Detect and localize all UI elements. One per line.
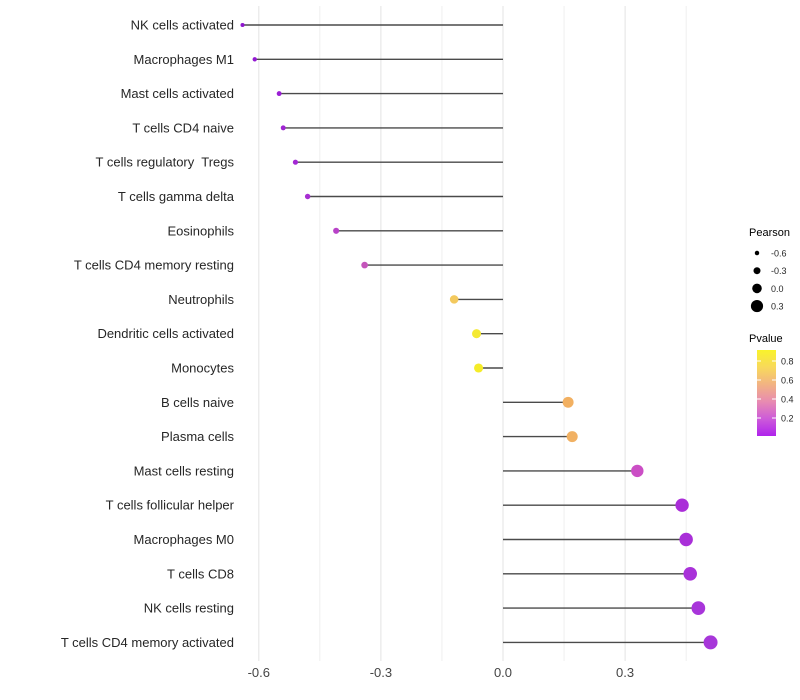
category-label: B cells naive (161, 395, 234, 410)
x-tick-label: 0.0 (494, 665, 512, 680)
lollipop-dot (691, 601, 706, 615)
lollipop-dot (449, 295, 459, 304)
lollipop-dot (292, 159, 299, 165)
category-label: Macrophages M0 (134, 532, 234, 547)
lollipop-dots (240, 22, 718, 650)
lollipop-dot (304, 193, 311, 200)
x-tick-label: 0.3 (616, 665, 634, 680)
category-label: T cells CD4 memory activated (61, 635, 234, 650)
legend-pvalue-label: 0.8 (781, 357, 794, 367)
lollipop-dot (280, 125, 286, 131)
category-label: Dendritic cells activated (97, 326, 234, 341)
legend-pearson-label: 0.0 (771, 284, 784, 294)
category-label: Eosinophils (168, 223, 235, 238)
lollipop-dot (675, 498, 689, 512)
legend-pvalue-label: 0.6 (781, 376, 794, 386)
legend-pvalue-label: 0.4 (781, 395, 794, 405)
legend-pvalue-items: 0.8 0.6 0.4 0.2 (757, 357, 794, 424)
x-tick-label: -0.6 (248, 665, 270, 680)
y-axis-labels: NK cells activated Macrophages M1 Mast cel… (61, 18, 235, 650)
legend-pearson-items: -0.6 -0.3 0.0 0.3 (750, 249, 787, 313)
lollipop-dot (240, 22, 245, 28)
category-label: NK cells activated (131, 18, 234, 33)
lollipop-dot (566, 431, 578, 443)
category-label: T cells regulatory Tregs (96, 155, 235, 170)
lollipop-stems (242, 24, 711, 644)
category-label: Neutrophils (168, 292, 234, 307)
lollipop-dot (679, 532, 693, 547)
lollipop-dot (252, 57, 257, 62)
legend-pearson-dot (750, 300, 764, 313)
category-label: NK cells resting (144, 601, 234, 616)
legend-pearson-label: -0.3 (771, 266, 787, 276)
x-tick-label: -0.3 (370, 665, 392, 680)
lollipop-dot (361, 261, 368, 269)
category-label: Macrophages M1 (134, 52, 234, 67)
category-label: Plasma cells (161, 429, 234, 444)
lollipop-dot (474, 363, 484, 373)
legend-pearson-label: 0.3 (771, 302, 784, 312)
legend-pearson-dot (754, 250, 760, 256)
category-label: Mast cells resting (134, 463, 234, 478)
lollipop-dot (333, 227, 340, 234)
legend-pvalue: Pvalue 0.8 0.6 0.4 0.2 (749, 333, 794, 436)
gridlines (258, 6, 687, 661)
legend-pvalue-title: Pvalue (749, 333, 783, 345)
lollipop-dot (276, 91, 282, 97)
legend-pearson-dot (753, 267, 761, 275)
category-label: T cells CD8 (167, 566, 234, 581)
lollipop-dot (472, 329, 482, 339)
category-label: Monocytes (171, 361, 234, 376)
x-axis-labels: -0.6 -0.3 0.0 0.3 (248, 665, 635, 680)
pvalue-colorbar (757, 350, 776, 436)
lollipop-dot (703, 635, 718, 650)
category-label: T cells follicular helper (106, 498, 235, 513)
lollipop-dot (562, 396, 574, 408)
lollipop-dot (631, 464, 644, 478)
legend-pearson-title: Pearson (749, 227, 790, 239)
legend-pvalue-label: 0.2 (781, 414, 794, 424)
category-label: T cells gamma delta (118, 189, 235, 204)
category-label: T cells CD4 naive (132, 120, 234, 135)
category-label: T cells CD4 memory resting (74, 258, 234, 273)
legend-pearson-dot (752, 283, 762, 294)
legend-pearson-label: -0.6 (771, 249, 787, 259)
legend-pearson: Pearson -0.6 -0.3 0.0 0.3 (749, 227, 790, 313)
lollipop-dot (683, 567, 697, 581)
category-label: Mast cells activated (121, 86, 234, 101)
